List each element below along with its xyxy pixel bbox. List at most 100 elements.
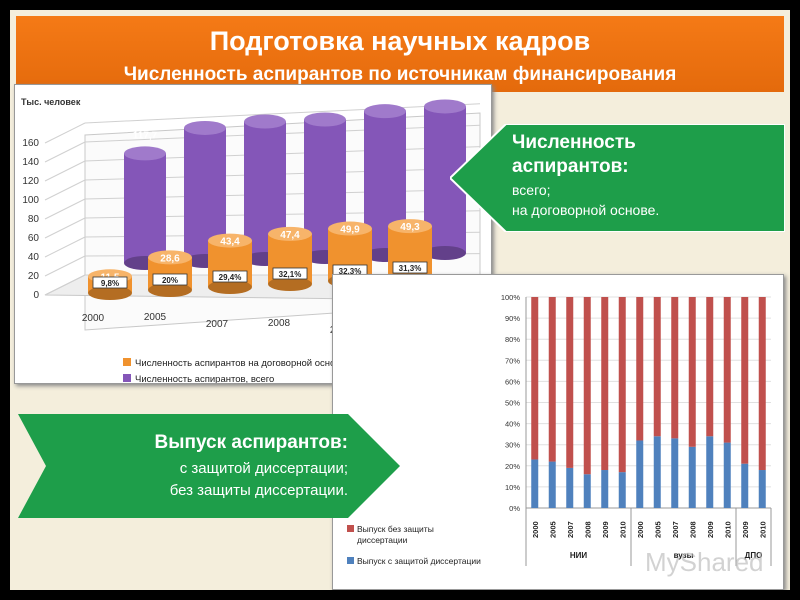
callout-enrollment-heading-1: Численность bbox=[512, 132, 636, 153]
bar-nodefense-4 bbox=[601, 297, 609, 471]
legend-swatch-defense bbox=[347, 557, 354, 564]
bar-nodefense-13 bbox=[758, 297, 766, 471]
y-tick-label: 0 bbox=[33, 290, 39, 301]
x-tick-label: 2009 bbox=[601, 521, 610, 538]
data-label-contract: 28,6 bbox=[160, 253, 180, 264]
legend-swatch-contract bbox=[123, 358, 131, 366]
x-tick-label: 2009 bbox=[706, 521, 715, 538]
header-banner: Подготовка научных кадров Численность ас… bbox=[16, 16, 784, 92]
group-label-1: вузы bbox=[674, 551, 694, 560]
data-label-total: 142,9 bbox=[192, 105, 217, 116]
slide: Подготовка научных кадров Численность ас… bbox=[10, 10, 790, 590]
data-label-total: 147,7 bbox=[312, 96, 337, 107]
legend-label-contract: Численность аспирантов на договорной осн… bbox=[135, 358, 346, 369]
bar-nodefense-11 bbox=[723, 297, 731, 443]
legend-label-defense: Выпуск с защитой диссертации bbox=[357, 556, 481, 566]
y-tick-label: 30% bbox=[505, 441, 520, 450]
bar-defense-11 bbox=[723, 442, 731, 508]
bar-defense-12 bbox=[741, 463, 749, 508]
chart-graduation: 0% 10% 20% 30% 40% 50% 60% 70% 80% 90% 100% 2000 20… bbox=[347, 293, 772, 577]
chart-graduation-panel: 0% 10% 20% 30% 40% 50% 60% 70% 80% 90% 100% 2000 20… bbox=[332, 274, 784, 590]
bar-defense-13 bbox=[758, 470, 766, 508]
bar-defense-1 bbox=[548, 461, 556, 508]
callout-graduation-line-1: с защитой диссертации; bbox=[179, 460, 348, 477]
x-tick-label: 2008 bbox=[268, 318, 291, 329]
data-label-contract: 49,9 bbox=[340, 225, 360, 236]
share-label: 32,3% bbox=[339, 267, 362, 276]
x-tick-label: 2010 bbox=[723, 521, 732, 538]
callout-enrollment-heading-2: аспирантов: bbox=[512, 156, 629, 177]
watermark: MyShared bbox=[645, 547, 764, 577]
bar-nodefense-0 bbox=[531, 297, 539, 460]
bar-nodefense-10 bbox=[706, 297, 714, 437]
callout-enrollment-line-1: всего; bbox=[512, 182, 551, 198]
group-label-2: ДПО bbox=[745, 551, 763, 560]
share-box bbox=[92, 276, 128, 289]
share-label: 29,4% bbox=[219, 273, 242, 282]
share-box bbox=[272, 267, 308, 280]
x-tick-label: 2009 bbox=[741, 521, 750, 538]
callout-enrollment: Численность аспирантов: всего; на догово… bbox=[450, 124, 785, 232]
chart-enrollment: Тыс. человек 0 20 40 60 80 100 120 140 160 117,7… bbox=[21, 83, 482, 385]
slide-title: Подготовка научных кадров bbox=[209, 26, 591, 56]
share-label: 20% bbox=[162, 276, 178, 285]
callout-enrollment-line-2: на договорной основе. bbox=[512, 202, 660, 218]
bar-defense-5 bbox=[618, 472, 626, 508]
chart-enrollment-panel: Тыс. человек 0 20 40 60 80 100 120 140 160 117,7… bbox=[14, 83, 492, 385]
y-tick-label: 50% bbox=[505, 399, 520, 408]
y-tick-label: 160 bbox=[22, 138, 39, 149]
y-tick-label: 120 bbox=[22, 176, 39, 187]
share-box bbox=[392, 261, 428, 274]
y-tick-label: 40 bbox=[28, 252, 40, 263]
bar-defense-6 bbox=[636, 440, 644, 508]
bar-nodefense-3 bbox=[583, 297, 591, 475]
legend-swatch-total bbox=[123, 374, 131, 382]
bar-nodefense-12 bbox=[741, 297, 749, 464]
data-label-contract: 43,4 bbox=[220, 237, 240, 248]
data-label-total: 117,7 bbox=[133, 130, 158, 141]
y-tick-label: 80 bbox=[28, 214, 40, 225]
bar-nodefense-5 bbox=[618, 297, 626, 473]
bar-defense-3 bbox=[583, 474, 591, 508]
y-tick-label: 100 bbox=[22, 195, 39, 206]
y-tick-label: 60% bbox=[505, 377, 520, 386]
y-tick-label: 10% bbox=[505, 483, 520, 492]
y-tick-label: 100% bbox=[501, 293, 521, 302]
bar-defense-2 bbox=[566, 467, 574, 508]
y-tick-label: 20% bbox=[505, 462, 520, 471]
share-box bbox=[152, 273, 188, 286]
data-label-contract: 49,3 bbox=[400, 222, 420, 233]
group-label-0: НИИ bbox=[570, 551, 588, 560]
bar-defense-7 bbox=[653, 436, 661, 508]
bar-nodefense-1 bbox=[548, 297, 556, 462]
callout-graduation-line-2: без защиты диссертации. bbox=[169, 482, 348, 499]
callout-graduation-heading: Выпуск аспирантов: bbox=[154, 432, 348, 453]
share-label: 31,3% bbox=[399, 264, 422, 273]
data-label-total: 147,7 bbox=[252, 98, 277, 109]
x-tick-label: 2000 bbox=[531, 521, 540, 538]
bar-total-5 bbox=[424, 99, 466, 260]
share-label: 9,8% bbox=[101, 279, 119, 288]
x-tick-label: 2007 bbox=[671, 521, 680, 538]
x-tick-label: 2005 bbox=[653, 521, 662, 538]
bar-nodefense-8 bbox=[671, 297, 679, 439]
bar-nodefense-9 bbox=[688, 297, 696, 447]
bar-defense-0 bbox=[531, 459, 539, 508]
x-tick-label: 2005 bbox=[548, 521, 557, 538]
bar-nodefense-2 bbox=[566, 297, 574, 468]
bar-defense-9 bbox=[688, 446, 696, 508]
y-axis-label: Тыс. человек bbox=[21, 97, 81, 107]
x-tick-label: 2005 bbox=[144, 312, 167, 323]
bar-nodefense-6 bbox=[636, 297, 644, 441]
y-tick-label: 140 bbox=[22, 157, 39, 168]
y-tick-label: 60 bbox=[28, 233, 40, 244]
legend-swatch-nodefense bbox=[347, 525, 354, 532]
data-label-total: 154,5 bbox=[372, 88, 397, 99]
y-tick-label: 70% bbox=[505, 356, 520, 365]
data-label-total: 157,4 bbox=[432, 85, 457, 94]
slide-subtitle: Численность аспирантов по источникам фин… bbox=[123, 64, 677, 85]
bar-defense-8 bbox=[671, 438, 679, 508]
bar-nodefense-7 bbox=[653, 297, 661, 437]
x-tick-label: 2010 bbox=[618, 521, 627, 538]
x-tick-label: 2007 bbox=[566, 521, 575, 538]
